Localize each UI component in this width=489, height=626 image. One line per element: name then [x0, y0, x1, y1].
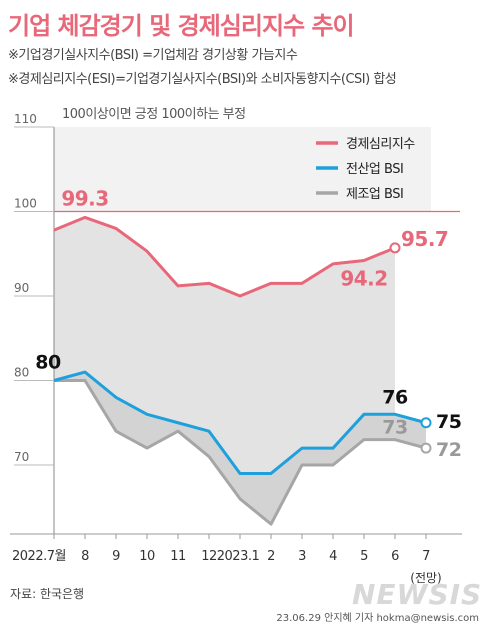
- source-note: 자료: 한국은행: [10, 587, 85, 601]
- chart-subtitle: 100이상이면 긍정 100이하는 부정: [62, 107, 246, 122]
- x-tick-label: 5: [360, 549, 368, 564]
- note-esi-definition: ※경제심리지수(ESI)=기업경기실사지수(BSI)와 소비자동향지수(CSI)…: [8, 72, 397, 87]
- series-end-marker-1: [420, 417, 432, 429]
- series-line-1: [53, 370, 427, 475]
- x-tick-label: 9: [112, 549, 120, 564]
- data-label: 95.7: [401, 227, 448, 251]
- data-label: 73: [382, 417, 407, 439]
- data-label: 72: [436, 439, 461, 461]
- x-tick-label: 8: [81, 549, 89, 564]
- series-line-2: [54, 379, 427, 526]
- y-tick-label: 70: [14, 450, 29, 464]
- x-tick-label: 2: [267, 549, 275, 564]
- y-tick-label: 90: [14, 281, 29, 295]
- y-tick-label: 110: [14, 112, 37, 126]
- x-tick-label: 6: [391, 549, 399, 564]
- legend-label-2: 제조업 BSI: [346, 187, 403, 202]
- x-tick-label: 4: [329, 549, 337, 564]
- series-line-0: [53, 215, 396, 298]
- x-tick-label: 7: [422, 549, 430, 564]
- data-label: 76: [382, 386, 408, 408]
- page-title: 기업 체감경기 및 경제심리지수 추이: [8, 12, 355, 40]
- y-tick-label: 80: [14, 366, 29, 380]
- x-category-note: (전망): [410, 571, 441, 585]
- credit-line: 23.06.29 안지혜 기자 hokma@newsis.com: [276, 613, 479, 624]
- y-tick-label: 100: [14, 197, 37, 211]
- newsis-watermark: NEWSIS: [352, 578, 483, 611]
- x-tick-label: 2023.1: [217, 549, 260, 564]
- legend-label-0: 경제심리지수: [346, 137, 415, 152]
- data-label: 94.2: [340, 267, 387, 291]
- series-end-marker-2: [420, 442, 432, 454]
- x-tick-label: 12: [201, 549, 217, 564]
- x-tick-label: 3: [298, 549, 306, 564]
- positive-zone-band: [54, 127, 431, 212]
- x-tick-label: 2022.7월: [12, 549, 66, 564]
- data-label: 99.3: [61, 186, 108, 210]
- x-tick-label: 11: [170, 549, 186, 564]
- data-label: 80: [35, 352, 61, 374]
- note-bsi-definition: ※기업경기실사지수(BSI) =기업체감 경기상황 가늠지수: [8, 48, 298, 63]
- legend-label-1: 전산업 BSI: [346, 162, 403, 177]
- data-label: 75: [436, 411, 461, 433]
- x-tick-label: 10: [139, 549, 155, 564]
- series-end-marker-0: [389, 242, 401, 254]
